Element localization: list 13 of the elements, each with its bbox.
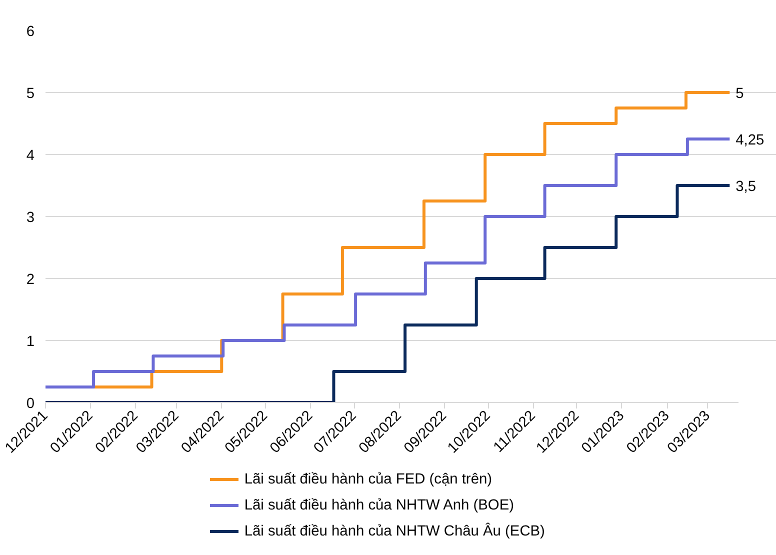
y-tick-label: 0 xyxy=(26,396,35,412)
y-tick-label: 2 xyxy=(26,272,35,288)
y-tick-label: 1 xyxy=(26,334,35,350)
y-tick-label: 3 xyxy=(26,210,35,226)
y-tick-label: 6 xyxy=(26,24,35,40)
annotation: 5 xyxy=(736,86,744,102)
y-tick-label: 5 xyxy=(26,86,35,102)
annotation: 3,5 xyxy=(736,179,756,195)
annotation: 4,25 xyxy=(736,132,764,148)
legend-label: Lãi suất điều hành của NHTW Anh (BOE) xyxy=(244,498,514,514)
y-tick-label: 4 xyxy=(26,148,35,164)
legend-label: Lãi suất điều hành của NHTW Châu Âu (ECB) xyxy=(244,522,545,540)
legend-label: Lãi suất điều hành của FED (cận trên) xyxy=(244,472,492,488)
